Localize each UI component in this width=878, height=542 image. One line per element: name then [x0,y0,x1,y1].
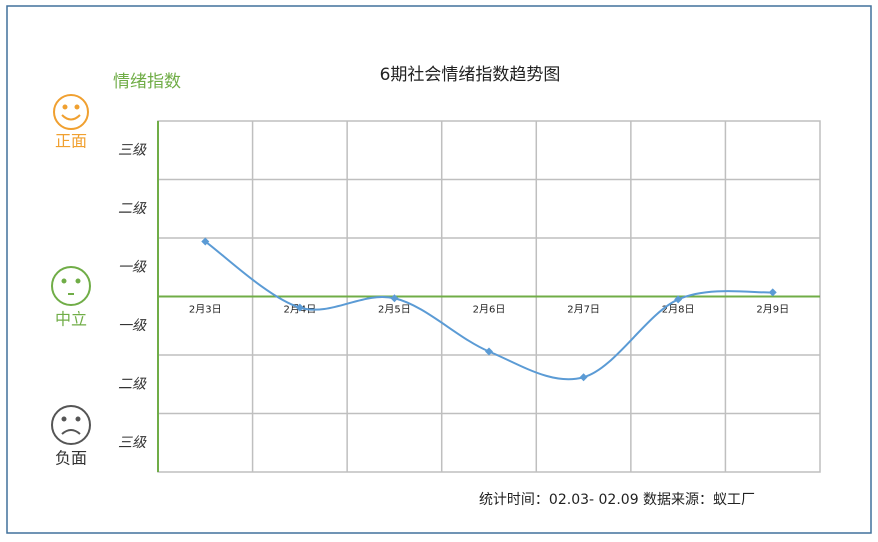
x-tick-label: 2月6日 [473,304,506,316]
data-point [579,373,588,382]
y-tick-label: 三级 [118,142,147,158]
negative-face [51,405,91,445]
y-tick-label: 二级 [118,201,147,217]
y-tick-label: 二级 [118,376,147,392]
x-tick-label: 2月5日 [378,304,411,316]
chart-title: 6期社会情绪指数趋势图 [380,65,561,85]
x-tick-label: 2月9日 [756,304,789,316]
data-point [768,288,777,297]
y-tick-label: 一级 [118,318,147,334]
y-tick-label: 一级 [118,259,147,275]
footnote: 统计时间：02.03- 02.09 数据来源：蚁工厂 [479,492,755,508]
y-tick-label: 三级 [118,435,147,451]
neutral-face [51,266,91,306]
data-point [674,295,683,304]
positive-label: 正面 [55,132,87,151]
y-axis-title: 情绪指数 [113,72,181,92]
data-point [295,303,304,312]
positive-face [53,94,89,130]
data-point [390,294,399,303]
data-point [201,237,210,246]
x-tick-label: 2月8日 [662,304,695,316]
x-tick-label: 2月3日 [189,304,222,316]
negative-label: 负面 [55,449,87,468]
x-tick-label: 2月7日 [567,304,600,316]
neutral-label: 中立 [55,310,87,329]
data-point [485,347,493,356]
